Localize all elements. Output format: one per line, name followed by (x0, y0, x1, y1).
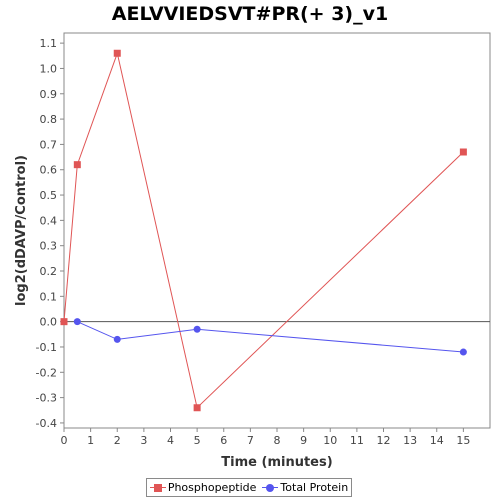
data-point-phosphopeptide (73, 161, 81, 169)
y-tick-label: 0.5 (40, 189, 58, 202)
circle-marker-icon (262, 483, 279, 493)
x-tick-label: 15 (456, 434, 470, 447)
x-tick-label: 10 (323, 434, 337, 447)
x-tick-label: 11 (350, 434, 364, 447)
y-tick-label: 1.1 (40, 37, 58, 50)
x-tick-label: 1 (87, 434, 94, 447)
x-tick-label: 13 (403, 434, 417, 447)
data-point-total-protein (459, 348, 467, 356)
plot-area (63, 32, 491, 429)
y-tick-label: -0.2 (36, 366, 57, 379)
y-axis-title: log2(dDAVP/Control) (14, 155, 29, 306)
y-tick-label: 0.9 (40, 88, 58, 101)
data-point-phosphopeptide (459, 148, 467, 156)
chart-title: AELVVIEDSVT#PR(+ 3)_v1 (111, 3, 389, 25)
legend-label: Phosphopeptide (167, 481, 257, 494)
square-marker-icon (149, 483, 166, 493)
x-tick-label: 12 (377, 434, 391, 447)
y-tick-label: 0.4 (40, 214, 58, 227)
data-point-total-protein (113, 335, 121, 343)
legend-item: Total Protein (262, 481, 348, 494)
y-tick-label: 0.8 (40, 113, 58, 126)
y-tick-label: -0.1 (36, 341, 57, 354)
x-axis-title: Time (minutes) (221, 455, 332, 470)
x-tick-label: 8 (274, 434, 281, 447)
y-tick-label: 0.1 (40, 290, 58, 303)
data-point-phosphopeptide (60, 318, 68, 326)
legend-item: Phosphopeptide (149, 481, 257, 494)
x-tick-label: 4 (167, 434, 174, 447)
data-point-phosphopeptide (193, 404, 201, 412)
y-tick-label: 0.0 (40, 316, 58, 329)
series-line-total-protein (77, 321, 464, 353)
x-tick-label: 0 (61, 434, 68, 447)
series-layer (60, 49, 467, 412)
data-point-total-protein (73, 318, 81, 326)
y-tick-label: -0.4 (36, 417, 57, 430)
data-point-total-protein (193, 325, 201, 333)
y-tick-label: 1.0 (40, 62, 58, 75)
x-tick-label: 5 (194, 434, 201, 447)
x-tick-label: 7 (247, 434, 254, 447)
y-tick-label: 0.6 (40, 164, 58, 177)
legend-label: Total Protein (280, 481, 349, 494)
y-tick-label: 0.2 (40, 265, 58, 278)
legend: Phosphopeptide Total Protein (146, 478, 352, 497)
x-tick-label: 3 (140, 434, 147, 447)
axes: 0 1 2 3 4 5 6 7 8 9 10 11 12 13 14 15-0.4-0.3-0.2-0.10.… (36, 37, 490, 447)
x-tick-label: 6 (220, 434, 227, 447)
x-tick-label: 9 (300, 434, 307, 447)
y-tick-label: -0.3 (36, 392, 57, 405)
y-tick-label: 0.7 (40, 138, 58, 151)
data-point-phosphopeptide (113, 49, 121, 57)
x-tick-label: 14 (430, 434, 444, 447)
y-tick-label: 0.3 (40, 240, 58, 253)
x-tick-label: 2 (114, 434, 121, 447)
